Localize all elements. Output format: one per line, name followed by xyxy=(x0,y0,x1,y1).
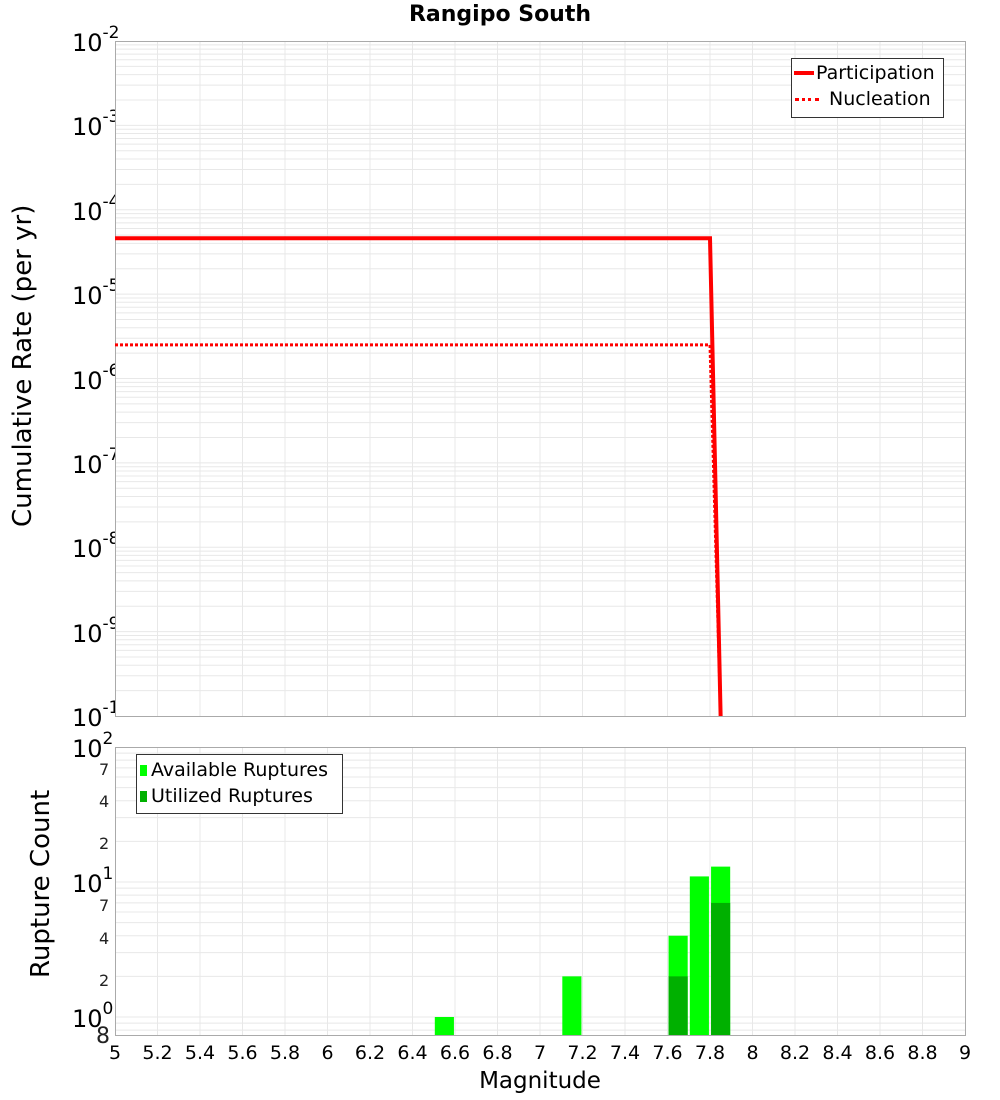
x-tick-label: 7.6 xyxy=(652,1042,682,1064)
x-tick-label: 8 xyxy=(746,1042,758,1064)
x-tick-label: 6.4 xyxy=(397,1042,427,1064)
x-tick-label: 5.6 xyxy=(227,1042,257,1064)
x-tick-label: 9 xyxy=(959,1042,971,1064)
x-tick-label: 7.2 xyxy=(567,1042,597,1064)
x-tick-label: 6 xyxy=(321,1042,333,1064)
x-tick-label: 8.4 xyxy=(822,1042,852,1064)
x-tick-label: 7.4 xyxy=(610,1042,640,1064)
available-swatch-icon xyxy=(140,765,147,776)
utilized-swatch-icon xyxy=(140,791,147,802)
x-tick-label: 6.2 xyxy=(355,1042,385,1064)
x-tick-label: 8.6 xyxy=(865,1042,895,1064)
x-tick-label: 6.6 xyxy=(440,1042,470,1064)
x-tick-label: 7 xyxy=(534,1042,546,1064)
legend-item-utilized: Utilized Ruptures xyxy=(140,783,342,809)
rupture-bars xyxy=(0,0,1000,1100)
available-bar xyxy=(690,876,709,1035)
utilized-bar xyxy=(711,903,730,1035)
x-tick-label: 8.2 xyxy=(780,1042,810,1064)
utilized-bar xyxy=(669,976,688,1035)
available-bar xyxy=(562,976,581,1035)
x-tick-label: 6.8 xyxy=(482,1042,512,1064)
x-tick-label: 5.8 xyxy=(270,1042,300,1064)
x-axis-label: Magnitude xyxy=(0,1068,1000,1094)
x-tick-label: 8.8 xyxy=(907,1042,937,1064)
x-tick-label: 7.8 xyxy=(695,1042,725,1064)
x-tick-label: 5.2 xyxy=(142,1042,172,1064)
x-tick-label: 5.4 xyxy=(185,1042,215,1064)
x-tick-label: 5 xyxy=(109,1042,121,1064)
available-bar xyxy=(435,1017,454,1035)
bottom-legend: Available Ruptures Utilized Ruptures xyxy=(136,754,343,814)
legend-item-available: Available Ruptures xyxy=(140,757,342,783)
